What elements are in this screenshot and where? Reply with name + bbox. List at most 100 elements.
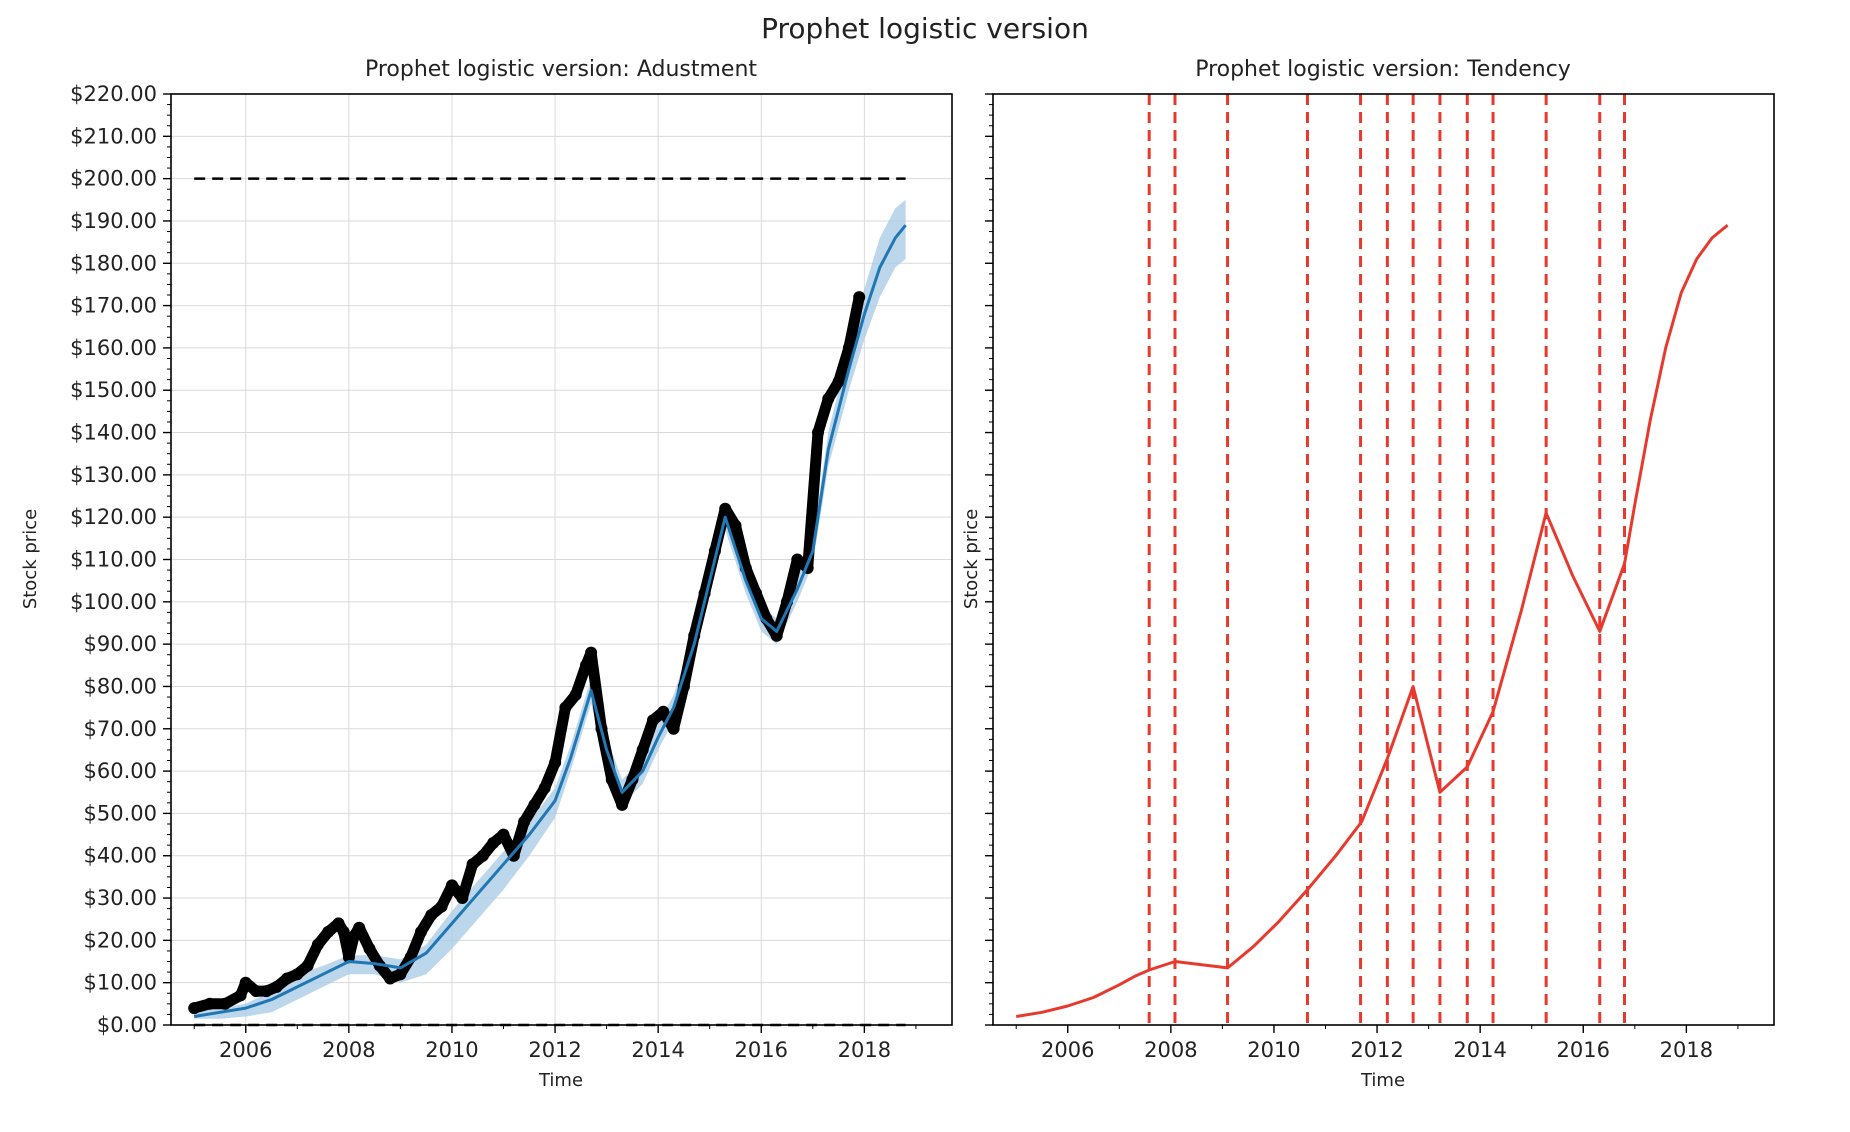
observed-point: [853, 291, 866, 304]
trend-line: [1015, 224, 1729, 1018]
observed-point: [250, 985, 263, 998]
observed-point: [239, 976, 252, 989]
y-tick-label: $90.00: [84, 632, 157, 656]
observed-point: [219, 997, 232, 1010]
y-tick-label: $130.00: [70, 463, 157, 487]
observed-point: [497, 828, 510, 841]
observed-point: [337, 925, 350, 938]
x-tick-label: 2014: [1453, 1038, 1506, 1062]
observed-point: [384, 972, 397, 985]
observed-point: [528, 798, 541, 811]
forecast-line: [193, 224, 907, 1018]
y-tick-label: $200.00: [70, 167, 157, 191]
observed-point: [647, 714, 659, 727]
observed-point: [729, 519, 742, 532]
observed-point: [203, 997, 216, 1010]
observed-point: [719, 502, 732, 515]
observed-point: [559, 701, 572, 714]
observed-point: [487, 837, 500, 849]
y-tick-label: $190.00: [70, 209, 157, 233]
observed-point: [446, 879, 458, 892]
observed-point: [425, 909, 438, 921]
observed-trace: [188, 291, 865, 1014]
x-tick-label: 2014: [631, 1038, 684, 1062]
observed-point: [188, 1002, 201, 1015]
observed-point: [301, 959, 314, 972]
observed-point: [580, 659, 592, 672]
plot-frame: [992, 93, 1775, 1026]
y-tick-label: $10.00: [84, 971, 157, 995]
observed-point: [260, 985, 273, 998]
chart-title: Prophet logistic version: Tendency: [1195, 57, 1571, 82]
y-tick-label: $30.00: [84, 886, 157, 910]
trend-line-layer: [1015, 224, 1729, 1018]
observed-point: [832, 375, 845, 388]
y-tick-label: $0.00: [97, 1013, 157, 1037]
y-axis: [985, 93, 993, 1026]
x-tick-label: 2006: [1041, 1038, 1094, 1062]
x-tick-label: 2018: [1660, 1038, 1713, 1062]
x-tick-label: 2012: [528, 1038, 581, 1062]
observed-point: [311, 938, 324, 951]
y-tick-label: $50.00: [84, 801, 157, 825]
y-tick-label: $170.00: [70, 294, 157, 318]
observed-point: [435, 900, 448, 913]
x-tick-label: 2012: [1350, 1038, 1403, 1062]
forecast-line-layer: [193, 224, 907, 1018]
y-axis-label: Stock price: [961, 509, 982, 609]
observed-point: [322, 925, 335, 938]
observed-point: [394, 968, 407, 981]
observed-point: [538, 782, 551, 794]
y-tick-label: $180.00: [70, 251, 157, 275]
observed-point: [569, 688, 582, 701]
observed-point: [476, 849, 489, 862]
figure-title: Prophet logistic version: [761, 12, 1089, 45]
changepoints-layer: [1147, 94, 1627, 1025]
y-tick-label: $40.00: [84, 844, 157, 868]
observed-point: [270, 980, 283, 993]
observed-point: [822, 392, 835, 405]
observed-point: [507, 849, 520, 862]
observed-point: [667, 722, 680, 735]
x-tick-label: 2008: [1144, 1038, 1197, 1062]
y-tick-label: $160.00: [70, 336, 157, 360]
chart-panel-tendency: 2006 2008 2010 2012 2014 2016 2018 Prophet log…: [961, 57, 1775, 1091]
y-tick-label: $80.00: [84, 674, 157, 698]
y-tick-label: $150.00: [70, 378, 157, 402]
chart-title: Prophet logistic version: Adustment: [365, 57, 757, 82]
observed-point: [770, 629, 783, 642]
observed-point: [842, 341, 855, 354]
observed-point: [812, 426, 824, 439]
observed-point: [456, 892, 469, 904]
observed-point: [549, 756, 562, 769]
y-tick-label: $70.00: [84, 717, 157, 741]
chart-panel-adjustment: 2006 2008 2010 2012 2014 2016 2018 $0.00 $10.00…: [20, 57, 953, 1091]
y-axis: $0.00 $10.00 $20.00 $30.00 $40.00 $50.00 $60.0…: [70, 82, 171, 1037]
observed-point: [363, 942, 376, 955]
observed-point: [234, 989, 247, 1002]
y-axis-label: Stock price: [20, 509, 41, 609]
observed-points-layer: [188, 291, 866, 1015]
x-axis-label: Time: [538, 1070, 583, 1091]
observed-point: [585, 646, 598, 659]
observed-point: [415, 925, 427, 938]
x-axis-label: Time: [1360, 1070, 1405, 1091]
uncertainty-band: [194, 199, 906, 1019]
observed-point: [291, 968, 304, 981]
x-tick-label: 2008: [322, 1038, 375, 1062]
grid-lines: [171, 93, 952, 1026]
x-tick-label: 2018: [838, 1038, 891, 1062]
y-tick-label: $210.00: [70, 124, 157, 148]
y-tick-label: $140.00: [70, 421, 157, 445]
observed-point: [466, 858, 479, 871]
x-tick-label: 2010: [1247, 1038, 1300, 1062]
x-tick-label: 2016: [735, 1038, 788, 1062]
observed-point: [281, 972, 293, 985]
y-tick-label: $110.00: [70, 548, 157, 572]
x-axis: 2006 2008 2010 2012 2014 2016 2018: [1015, 1025, 1739, 1062]
observed-point: [518, 815, 531, 828]
x-tick-label: 2010: [425, 1038, 478, 1062]
observed-point: [616, 798, 629, 811]
y-tick-label: $120.00: [70, 505, 157, 529]
